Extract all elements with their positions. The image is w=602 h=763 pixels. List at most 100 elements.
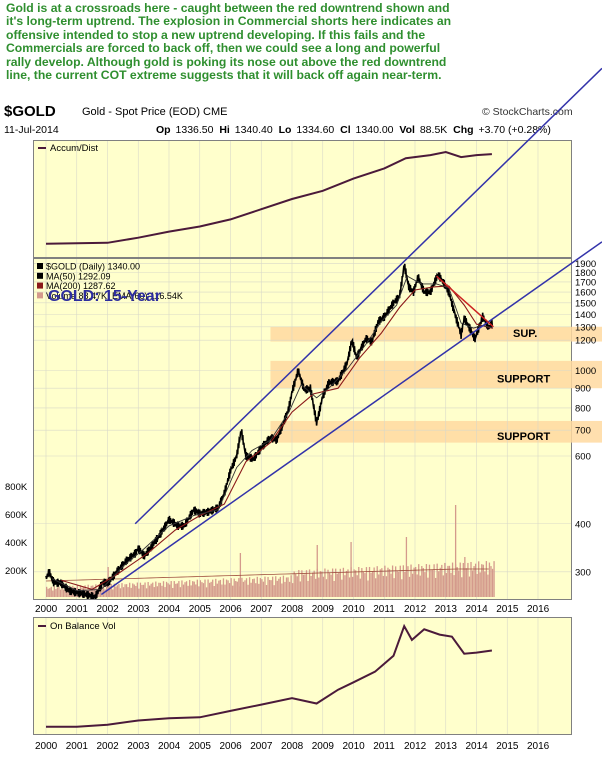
price-tick-label: 1000	[575, 366, 596, 377]
volume-bar	[453, 575, 454, 597]
x-tick-label-bottom: 2010	[343, 741, 366, 752]
volume-bar	[212, 580, 213, 597]
volume-bar	[184, 582, 185, 597]
price-tick-label: 400	[575, 519, 591, 530]
volume-bar	[409, 577, 410, 597]
volume-bar	[254, 579, 255, 597]
volume-bar	[420, 576, 421, 597]
volume-bars	[46, 505, 495, 597]
volume-bar	[261, 579, 262, 597]
volume-bar	[477, 574, 478, 597]
volume-bar	[360, 579, 361, 597]
support-annotation: SUP.	[513, 328, 537, 340]
price-tick-label: 1400	[575, 310, 596, 321]
volume-bar	[478, 561, 479, 597]
volume-bar	[321, 571, 322, 597]
volume-bar	[264, 577, 265, 597]
volume-bar	[218, 581, 219, 597]
volume-bar	[186, 581, 187, 597]
volume-bar	[197, 580, 198, 597]
volume-bar	[237, 582, 238, 597]
volume-bar	[134, 584, 135, 597]
volume-bar	[246, 578, 247, 597]
x-tick-label-bottom: 2011	[373, 741, 395, 752]
volume-bar	[223, 578, 224, 597]
volume-bar	[177, 583, 178, 597]
volume-bar	[300, 581, 301, 597]
volume-bar	[201, 582, 202, 597]
volume-bar	[154, 587, 155, 597]
volume-bar	[347, 569, 348, 597]
volume-bar	[52, 591, 53, 597]
volume-bar	[231, 578, 232, 597]
x-tick-label-bottom: 2008	[281, 741, 304, 752]
x-tick-label: 2009	[312, 604, 335, 615]
x-tick-label-bottom: 2014	[466, 741, 489, 752]
volume-bar	[421, 566, 422, 597]
volume-bar	[415, 567, 416, 597]
volume-bar	[472, 570, 473, 597]
volume-bar	[380, 569, 381, 597]
volume-bar	[403, 565, 404, 597]
price-tick-label: 700	[575, 426, 591, 437]
volume-bar	[60, 590, 61, 597]
volume-bar	[378, 574, 379, 597]
volume-bar	[241, 578, 242, 597]
volume-spike	[406, 537, 407, 597]
x-tick-label: 2004	[158, 604, 181, 615]
volume-bar	[174, 581, 175, 597]
volume-bar	[235, 581, 236, 597]
volume-bar	[480, 572, 481, 597]
support-band	[270, 327, 601, 342]
volume-bar	[164, 587, 165, 597]
x-tick-label: 2011	[373, 604, 395, 615]
volume-bar	[272, 577, 273, 597]
volume-bar	[58, 587, 59, 597]
volume-spike	[464, 557, 465, 597]
volume-bar	[440, 568, 441, 597]
volume-bar	[217, 584, 218, 597]
volume-bar	[120, 588, 121, 597]
volume-bar	[140, 583, 141, 597]
x-tick-label-bottom: 2005	[189, 741, 212, 752]
volume-bar	[249, 577, 250, 597]
volume-bar	[155, 582, 156, 597]
volume-bar	[338, 573, 339, 597]
price-tick-label: 1500	[575, 298, 596, 309]
volume-bar	[430, 570, 431, 597]
volume-bar	[490, 566, 491, 597]
volume-bar	[187, 586, 188, 597]
volume-bar	[438, 571, 439, 597]
volume-bar	[270, 580, 271, 597]
volume-bar	[206, 587, 207, 597]
support-band	[270, 421, 601, 443]
volume-bar	[169, 585, 170, 597]
legend-swatch	[37, 263, 43, 269]
legend-swatch	[37, 292, 43, 298]
volume-bar	[147, 582, 148, 597]
volume-bar	[151, 584, 152, 597]
volume-bar	[389, 569, 390, 597]
volume-bar	[189, 580, 190, 597]
volume-bar	[466, 568, 467, 597]
volume-bar	[381, 568, 382, 597]
volume-bar	[286, 577, 287, 597]
volume-bar	[292, 583, 293, 597]
volume-bar	[158, 583, 159, 597]
x-tick-label: 2016	[527, 604, 550, 615]
volume-bar	[280, 577, 281, 597]
volume-bar	[278, 579, 279, 597]
volume-bar	[361, 568, 362, 597]
x-tick-label: 2000	[35, 604, 58, 615]
volume-bar	[349, 577, 350, 597]
volume-bar	[493, 561, 494, 597]
volume-bar	[444, 563, 445, 597]
x-tick-label-bottom: 2016	[527, 741, 550, 752]
volume-bar	[124, 584, 125, 597]
support-band	[270, 361, 601, 388]
volume-bar	[412, 574, 413, 597]
volume-bar	[306, 570, 307, 597]
volume-bar	[354, 569, 355, 597]
volume-bar	[410, 565, 411, 597]
volume-bar	[432, 570, 433, 597]
